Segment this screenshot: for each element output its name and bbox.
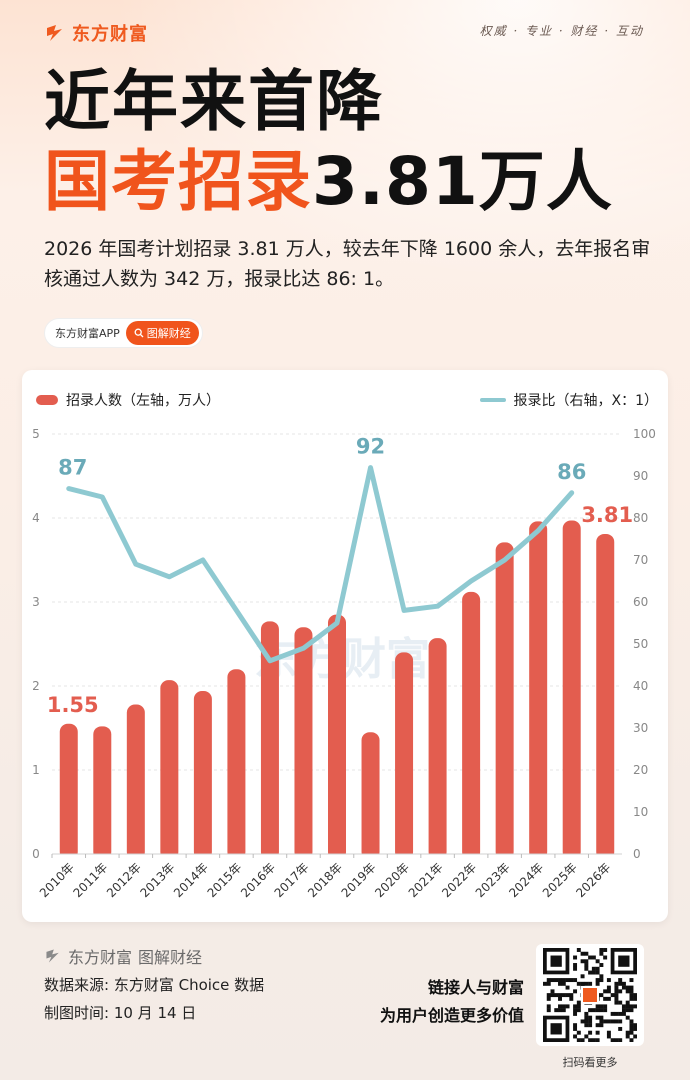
y-right-tick-label: 30 <box>633 721 648 735</box>
headline-line1: 近年来首降 <box>44 63 384 140</box>
search-icon <box>134 328 144 338</box>
bar-2011年 <box>93 726 112 860</box>
chart-plot: 0123450102030405060708090100东方财富2010年201… <box>32 427 656 900</box>
footer-tagline-1: 链接人与财富 <box>427 978 524 997</box>
y-right-tick-label: 10 <box>633 805 648 819</box>
bar-2019年 <box>361 732 380 860</box>
data-label: 86 <box>557 460 586 484</box>
bar-2022年 <box>462 591 481 860</box>
y-right-tick-label: 70 <box>633 553 648 567</box>
bar-2025年 <box>562 520 581 860</box>
baseline-mask <box>50 854 624 862</box>
bar-2012年 <box>126 704 145 860</box>
ratio-line <box>66 465 575 664</box>
x-tick-label: 2024年 <box>506 860 546 900</box>
bar-2016年 <box>260 621 279 860</box>
legend-line-swatch <box>479 398 506 402</box>
x-tick-label: 2010年 <box>37 860 77 900</box>
y-left-tick-label: 3 <box>32 595 40 609</box>
brand-logo-icon <box>47 25 62 41</box>
y-right-tick-label: 40 <box>633 679 648 693</box>
footer-tagline-2: 为用户创造更多价值 <box>379 1006 524 1025</box>
y-right-tick-label: 0 <box>633 847 641 861</box>
description-text: 2026 年国考计划招录 3.81 万人，较去年下降 1600 余人，去年报名审… <box>44 238 651 290</box>
bar-2021年 <box>428 638 447 860</box>
qr-code[interactable] <box>536 944 644 1046</box>
headline-rest: 3.81万人 <box>312 143 613 220</box>
x-tick-label: 2011年 <box>70 860 110 900</box>
bar-2015年 <box>227 669 246 860</box>
y-left-tick-label: 4 <box>32 511 40 525</box>
footer-brand: 东方财富 图解财经 <box>44 944 202 968</box>
footer-brand-name: 东方财富 <box>68 948 133 967</box>
qr-code-icon <box>543 948 637 1042</box>
tag-group: 东方财富APP 图解财经 <box>44 318 203 348</box>
footer-category: 图解财经 <box>138 948 203 967</box>
x-tick-label: 2020年 <box>372 860 412 900</box>
legend-line-series: 报录比（右轴，X：1） <box>479 390 659 410</box>
qr-caption: 扫码看更多 <box>562 1056 618 1069</box>
slogan: 权威 · 专业 · 财经 · 互动 <box>479 24 644 38</box>
bar-2020年 <box>395 652 414 860</box>
data-label: 92 <box>356 435 385 459</box>
legend-bar-swatch <box>36 395 58 405</box>
tag-category-label: 图解财经 <box>146 327 191 340</box>
tag-app[interactable]: 东方财富APP <box>55 327 120 340</box>
x-tick-label: 2015年 <box>205 860 245 900</box>
brand-name: 东方财富 <box>72 24 148 45</box>
bar-2010年 <box>59 723 78 860</box>
x-tick-label: 2012年 <box>104 860 144 900</box>
bar-2023年 <box>495 542 514 860</box>
headline-line2: 国考招录3.81万人 <box>44 142 613 222</box>
bar-2013年 <box>160 680 179 860</box>
x-tick-label: 2026年 <box>573 860 613 900</box>
brand-logo: 东方财富 <box>44 20 148 46</box>
headline-highlight: 国考招录 <box>44 143 312 220</box>
y-right-tick-label: 20 <box>633 763 648 777</box>
brand-logo-icon <box>46 949 59 963</box>
legend-bar-label: 招录人数（左轴，万人） <box>66 393 220 409</box>
x-tick-label: 2014年 <box>171 860 211 900</box>
x-tick-label: 2023年 <box>473 860 513 900</box>
y-left-tick-label: 2 <box>32 679 40 693</box>
legend-line-label: 报录比（右轴，X：1） <box>513 393 659 409</box>
y-right-tick-label: 60 <box>633 595 648 609</box>
bar-2017年 <box>294 627 313 860</box>
y-left-tick-label: 0 <box>32 847 40 861</box>
bar-2018年 <box>328 614 346 860</box>
x-tick-label: 2021年 <box>406 860 446 900</box>
bar-2014年 <box>193 691 212 860</box>
bar-2024年 <box>529 521 548 860</box>
y-left-tick-label: 1 <box>32 763 40 777</box>
x-tick-label: 2019年 <box>339 860 379 900</box>
chart-date: 制图时间: 10 月 14 日 <box>44 1004 197 1022</box>
x-tick-label: 2013年 <box>137 860 177 900</box>
x-tick-label: 2022年 <box>439 860 479 900</box>
data-label: 1.55 <box>47 693 99 717</box>
y-right-tick-label: 50 <box>633 637 648 651</box>
y-right-tick-label: 90 <box>633 469 648 483</box>
x-tick-label: 2016年 <box>238 860 278 900</box>
data-label: 3.81 <box>581 503 633 527</box>
data-source: 数据来源: 东方财富 Choice 数据 <box>44 976 265 994</box>
bar-2026年 <box>596 533 615 860</box>
data-label: 87 <box>58 456 87 480</box>
y-right-tick-label: 100 <box>633 427 656 441</box>
tag-category[interactable]: 图解财经 <box>125 321 199 345</box>
x-tick-label: 2025年 <box>540 860 580 900</box>
chart-card: 招录人数（左轴，万人） 报录比（右轴，X：1） 0 1 2 3 4 5 0 10 20 30 40 5… <box>22 370 668 922</box>
y-left-tick-label: 5 <box>32 427 40 441</box>
y-right-tick-label: 80 <box>633 511 648 525</box>
x-tick-label: 2017年 <box>272 860 312 900</box>
legend-bar-series: 招录人数（左轴，万人） <box>36 390 220 410</box>
x-tick-label: 2018年 <box>305 860 345 900</box>
